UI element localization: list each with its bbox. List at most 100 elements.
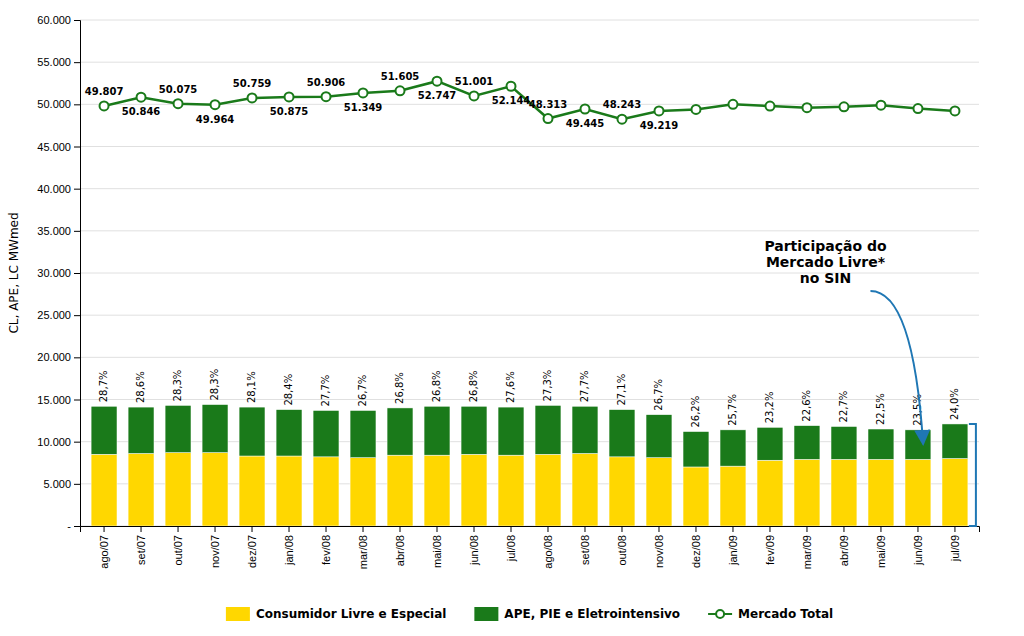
- x-tick: nov/08: [653, 526, 665, 568]
- line-marker: [433, 77, 442, 86]
- line-marker: [322, 92, 331, 101]
- x-tick-mark: [584, 526, 585, 532]
- y-tick-label: 35.000: [37, 225, 71, 237]
- x-tick-mark: [178, 526, 179, 532]
- x-tick-label: jun/09: [912, 535, 924, 566]
- x-tick-label: abr/09: [838, 535, 850, 566]
- x-tick-mark: [215, 526, 216, 532]
- bar: [572, 453, 598, 526]
- x-tick-mark: [769, 526, 770, 532]
- share-label: 27,7%: [320, 375, 331, 407]
- bar: [91, 406, 117, 454]
- y-tick-label: 60.000: [37, 14, 71, 26]
- line-marker: [876, 101, 885, 110]
- bar: [350, 410, 376, 457]
- grid: [80, 20, 979, 526]
- line-data-label: 50.875: [270, 106, 309, 117]
- bar: [202, 453, 228, 526]
- bar: [276, 456, 302, 526]
- line-marker: [285, 92, 294, 101]
- bar: [387, 408, 413, 455]
- share-label: 27,3%: [542, 370, 553, 402]
- bar: [461, 406, 487, 454]
- line-marker: [580, 105, 589, 114]
- bar: [165, 453, 191, 526]
- bar: [757, 427, 783, 460]
- line-marker: [802, 103, 811, 112]
- x-tick-mark: [917, 526, 918, 532]
- line-marker: [913, 104, 922, 113]
- bar: [646, 458, 672, 526]
- x-tick-mark: [252, 526, 253, 532]
- y-tick: 45.000: [37, 141, 80, 153]
- line-data-label: 49.445: [566, 118, 605, 129]
- line-data-label: 50.906: [307, 77, 346, 88]
- y-tick-mark: [74, 189, 80, 190]
- bar: [905, 430, 931, 460]
- x-tick: jun/08: [468, 526, 480, 566]
- y-tick: 30.000: [37, 267, 80, 279]
- x-tick-mark: [511, 526, 512, 532]
- x-tick-label: jan/08: [283, 535, 295, 566]
- bar: [535, 454, 561, 526]
- line-marker: [617, 115, 626, 124]
- x-tick: dez/08: [690, 526, 702, 568]
- x-tick-mark: [880, 526, 881, 532]
- bar: [794, 459, 820, 526]
- y-tick: 60.000: [37, 14, 80, 26]
- line-data-label: 52.747: [418, 90, 457, 101]
- share-label: 28,1%: [246, 371, 257, 403]
- x-tick: ago/08: [542, 526, 554, 569]
- x-tick: jul/09: [949, 526, 961, 562]
- line-marker: [765, 102, 774, 111]
- x-tick-mark: [363, 526, 364, 532]
- share-label: 28,7%: [98, 370, 109, 402]
- x-tick: mar/08: [357, 526, 369, 569]
- line-data-label: 51.349: [344, 102, 383, 113]
- line-data-label: 50.759: [233, 78, 272, 89]
- x-tick-label: out/08: [616, 535, 628, 566]
- legend-label: APE, PIE e Eletrointensivo: [504, 607, 680, 621]
- bar: [572, 406, 598, 453]
- bar: [239, 456, 265, 526]
- bar: [609, 410, 635, 457]
- x-tick-label: mar/09: [801, 535, 813, 569]
- x-tick: mai/08: [431, 526, 443, 568]
- y-tick-mark: [74, 442, 80, 443]
- y-tick-label: 20.000: [37, 351, 71, 363]
- y-tick-label: 40.000: [37, 183, 71, 195]
- bar: [424, 455, 450, 526]
- share-label: 28,3%: [172, 370, 183, 402]
- x-tick-mark: [104, 526, 105, 532]
- bar: [350, 458, 376, 526]
- legend: Consumidor Livre e Especial APE, PIE e El…: [226, 607, 833, 622]
- bar: [313, 457, 339, 526]
- x-tick-label: jul/08: [505, 535, 517, 562]
- y-tick-mark: [74, 484, 80, 485]
- y-tick: 15.000: [37, 394, 80, 406]
- x-tick-mark: [954, 526, 955, 532]
- line-marker: [248, 93, 257, 102]
- y-tick-mark: [74, 20, 80, 21]
- legend-swatch: [226, 607, 250, 621]
- line-data-label: 50.075: [159, 84, 198, 95]
- line-data-label: 48.243: [603, 99, 642, 110]
- y-tick-mark: [74, 62, 80, 63]
- line-data-label: 51.001: [455, 76, 494, 87]
- x-tick-label: dez/08: [690, 535, 702, 568]
- legend-swatch: [474, 607, 498, 621]
- share-label: 22,5%: [875, 393, 886, 425]
- share-label: 26,8%: [468, 370, 479, 402]
- bar: [313, 410, 339, 456]
- bar: [831, 459, 857, 526]
- x-tick-mark: [289, 526, 290, 532]
- x-tick-label: nov/07: [209, 535, 221, 568]
- x-tick-label: abr/08: [394, 535, 406, 566]
- y-tick: 55.000: [37, 56, 80, 68]
- share-label: 27,7%: [579, 370, 590, 402]
- grid-line: [80, 188, 979, 189]
- bar: [165, 405, 191, 452]
- legend-item: Consumidor Livre e Especial: [226, 607, 446, 622]
- y-tick: 20.000: [37, 351, 80, 363]
- legend-label: Consumidor Livre e Especial: [256, 607, 446, 621]
